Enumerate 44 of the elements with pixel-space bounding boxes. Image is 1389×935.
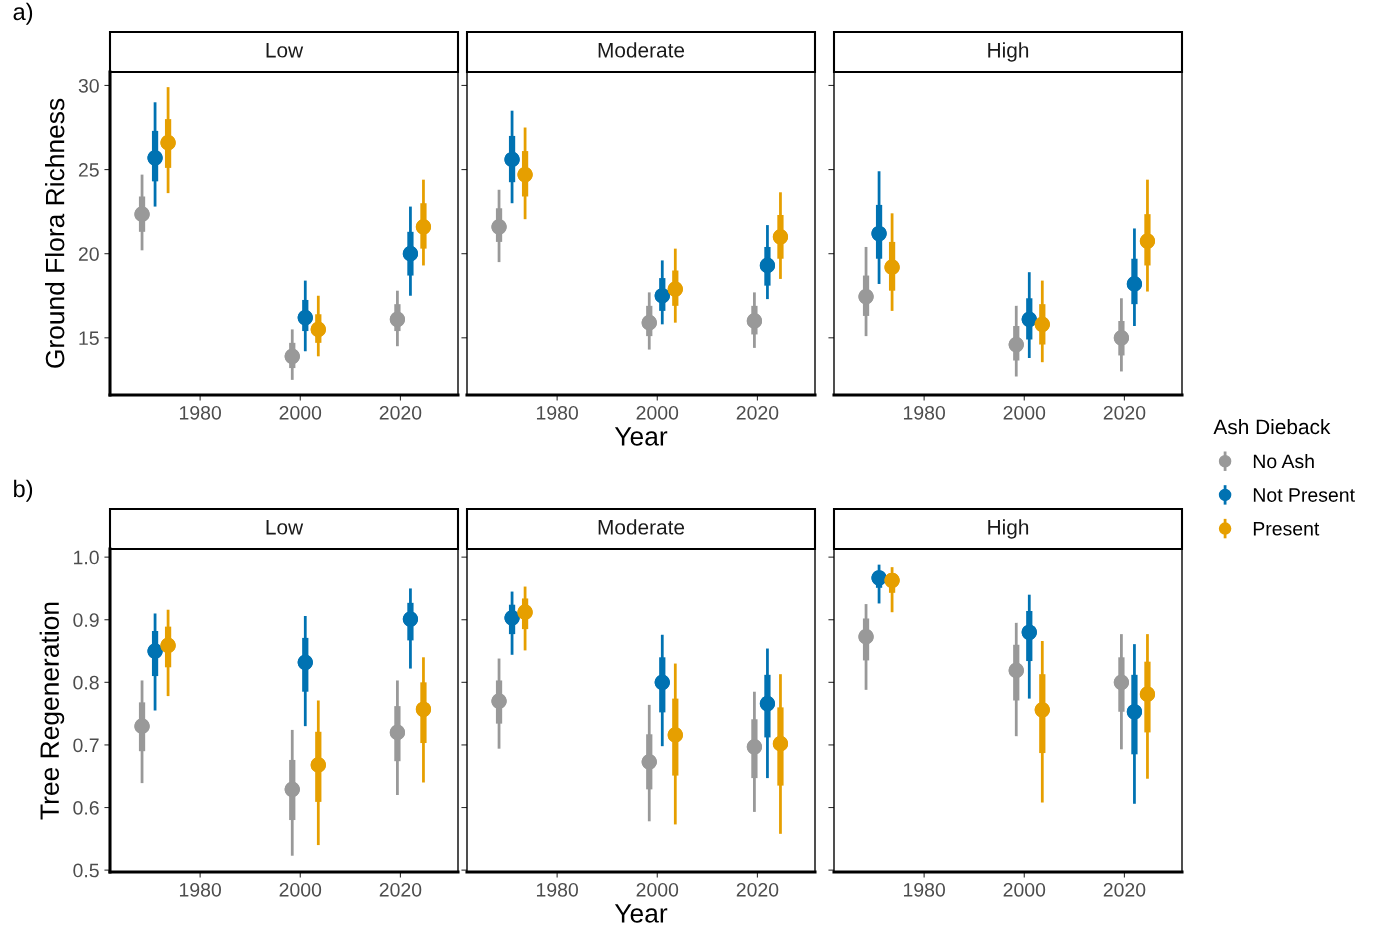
y-tick-label: 30 — [78, 78, 99, 93]
y-tick-label: 0.8 — [73, 675, 99, 690]
text: b) — [14, 479, 33, 502]
x-tick-label: 2000 — [1003, 405, 1046, 420]
chart-title: High — [988, 42, 1029, 62]
x-tick-label: 2020 — [736, 405, 779, 420]
y-tick-label: 0.9 — [73, 613, 99, 627]
x-tick-label: 2020 — [1103, 882, 1146, 897]
x-tick-label: 2000 — [279, 882, 322, 897]
y-tick-label: 15 — [79, 331, 99, 346]
legend-title: Ash Dieback — [1213, 418, 1331, 435]
x-tick-label: 1980 — [536, 405, 578, 420]
text: a) — [13, 2, 33, 25]
y-axis-title: Ground Flora Richness — [45, 98, 65, 368]
x-tick-label: 2020 — [1103, 405, 1146, 420]
x-tick-label: 2020 — [379, 405, 422, 420]
chart-title: Moderate — [598, 42, 685, 58]
chart-title: Low — [266, 43, 304, 58]
x-tick-label: 1980 — [903, 882, 945, 897]
x-tick-label: 2000 — [636, 405, 679, 420]
y-tick-label: 0.5 — [73, 863, 99, 878]
x-tick-label: 2000 — [636, 882, 679, 897]
x-axis-title: Year — [614, 427, 668, 446]
y-tick-label: 0.6 — [73, 800, 99, 815]
x-tick-label: 2020 — [736, 882, 779, 897]
legend-label: No Ash — [1253, 453, 1314, 469]
chart-title: High — [988, 519, 1029, 539]
y-axis-title: Tree Regeneration — [39, 602, 65, 820]
x-axis-title: Year — [614, 904, 668, 923]
chart-title: Low — [266, 520, 304, 535]
x-tick-label: 1980 — [536, 882, 578, 897]
x-tick-label: 1980 — [179, 882, 221, 897]
legend-label: Present — [1253, 522, 1320, 536]
chart-title: Moderate — [598, 519, 685, 535]
y-tick-label: 1.0 — [74, 550, 99, 565]
x-tick-label: 1980 — [179, 405, 221, 420]
x-tick-label: 2020 — [379, 882, 422, 897]
x-tick-label: 2000 — [279, 405, 322, 420]
x-tick-label: 1980 — [903, 405, 945, 420]
y-tick-label: 0.7 — [73, 738, 99, 753]
x-tick-label: 2000 — [1003, 882, 1046, 897]
y-tick-label: 20 — [78, 247, 99, 261]
legend-label: Not Present — [1253, 488, 1355, 502]
y-tick-label: 25 — [78, 163, 99, 177]
